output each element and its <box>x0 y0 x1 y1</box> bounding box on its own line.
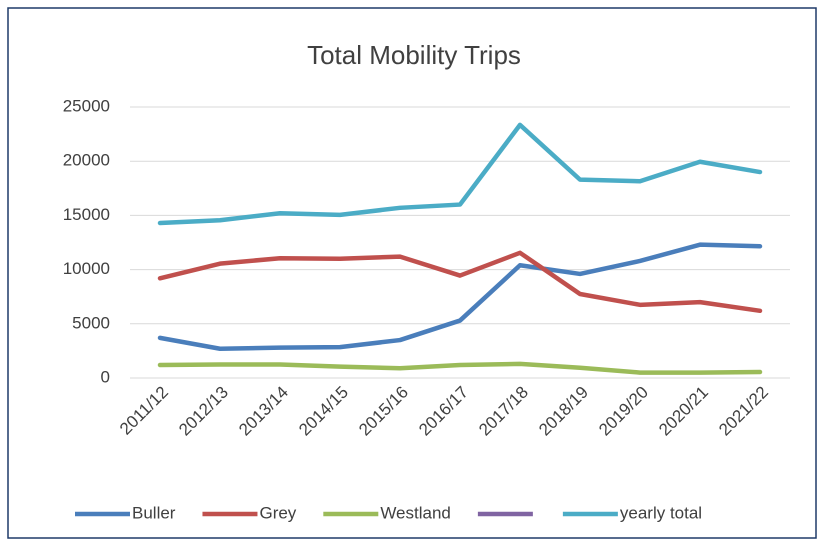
legend-label: yearly total <box>620 503 702 522</box>
chart-title: Total Mobility Trips <box>307 40 521 70</box>
data-line <box>157 361 763 375</box>
y-tick-label: 0 <box>101 367 110 386</box>
data-line <box>157 122 763 226</box>
data-line <box>157 242 763 351</box>
chart-border <box>7 7 817 539</box>
legend-label: Buller <box>132 503 176 522</box>
y-tick-label: 20000 <box>63 151 110 170</box>
y-tick-label: 10000 <box>63 259 110 278</box>
y-tick-label: 25000 <box>63 96 110 115</box>
y-tick-label: 5000 <box>72 313 110 332</box>
legend-label: Grey <box>259 503 296 522</box>
y-tick-label: 15000 <box>63 205 110 224</box>
legend-label: Westland <box>380 503 451 522</box>
data-line <box>157 250 763 314</box>
